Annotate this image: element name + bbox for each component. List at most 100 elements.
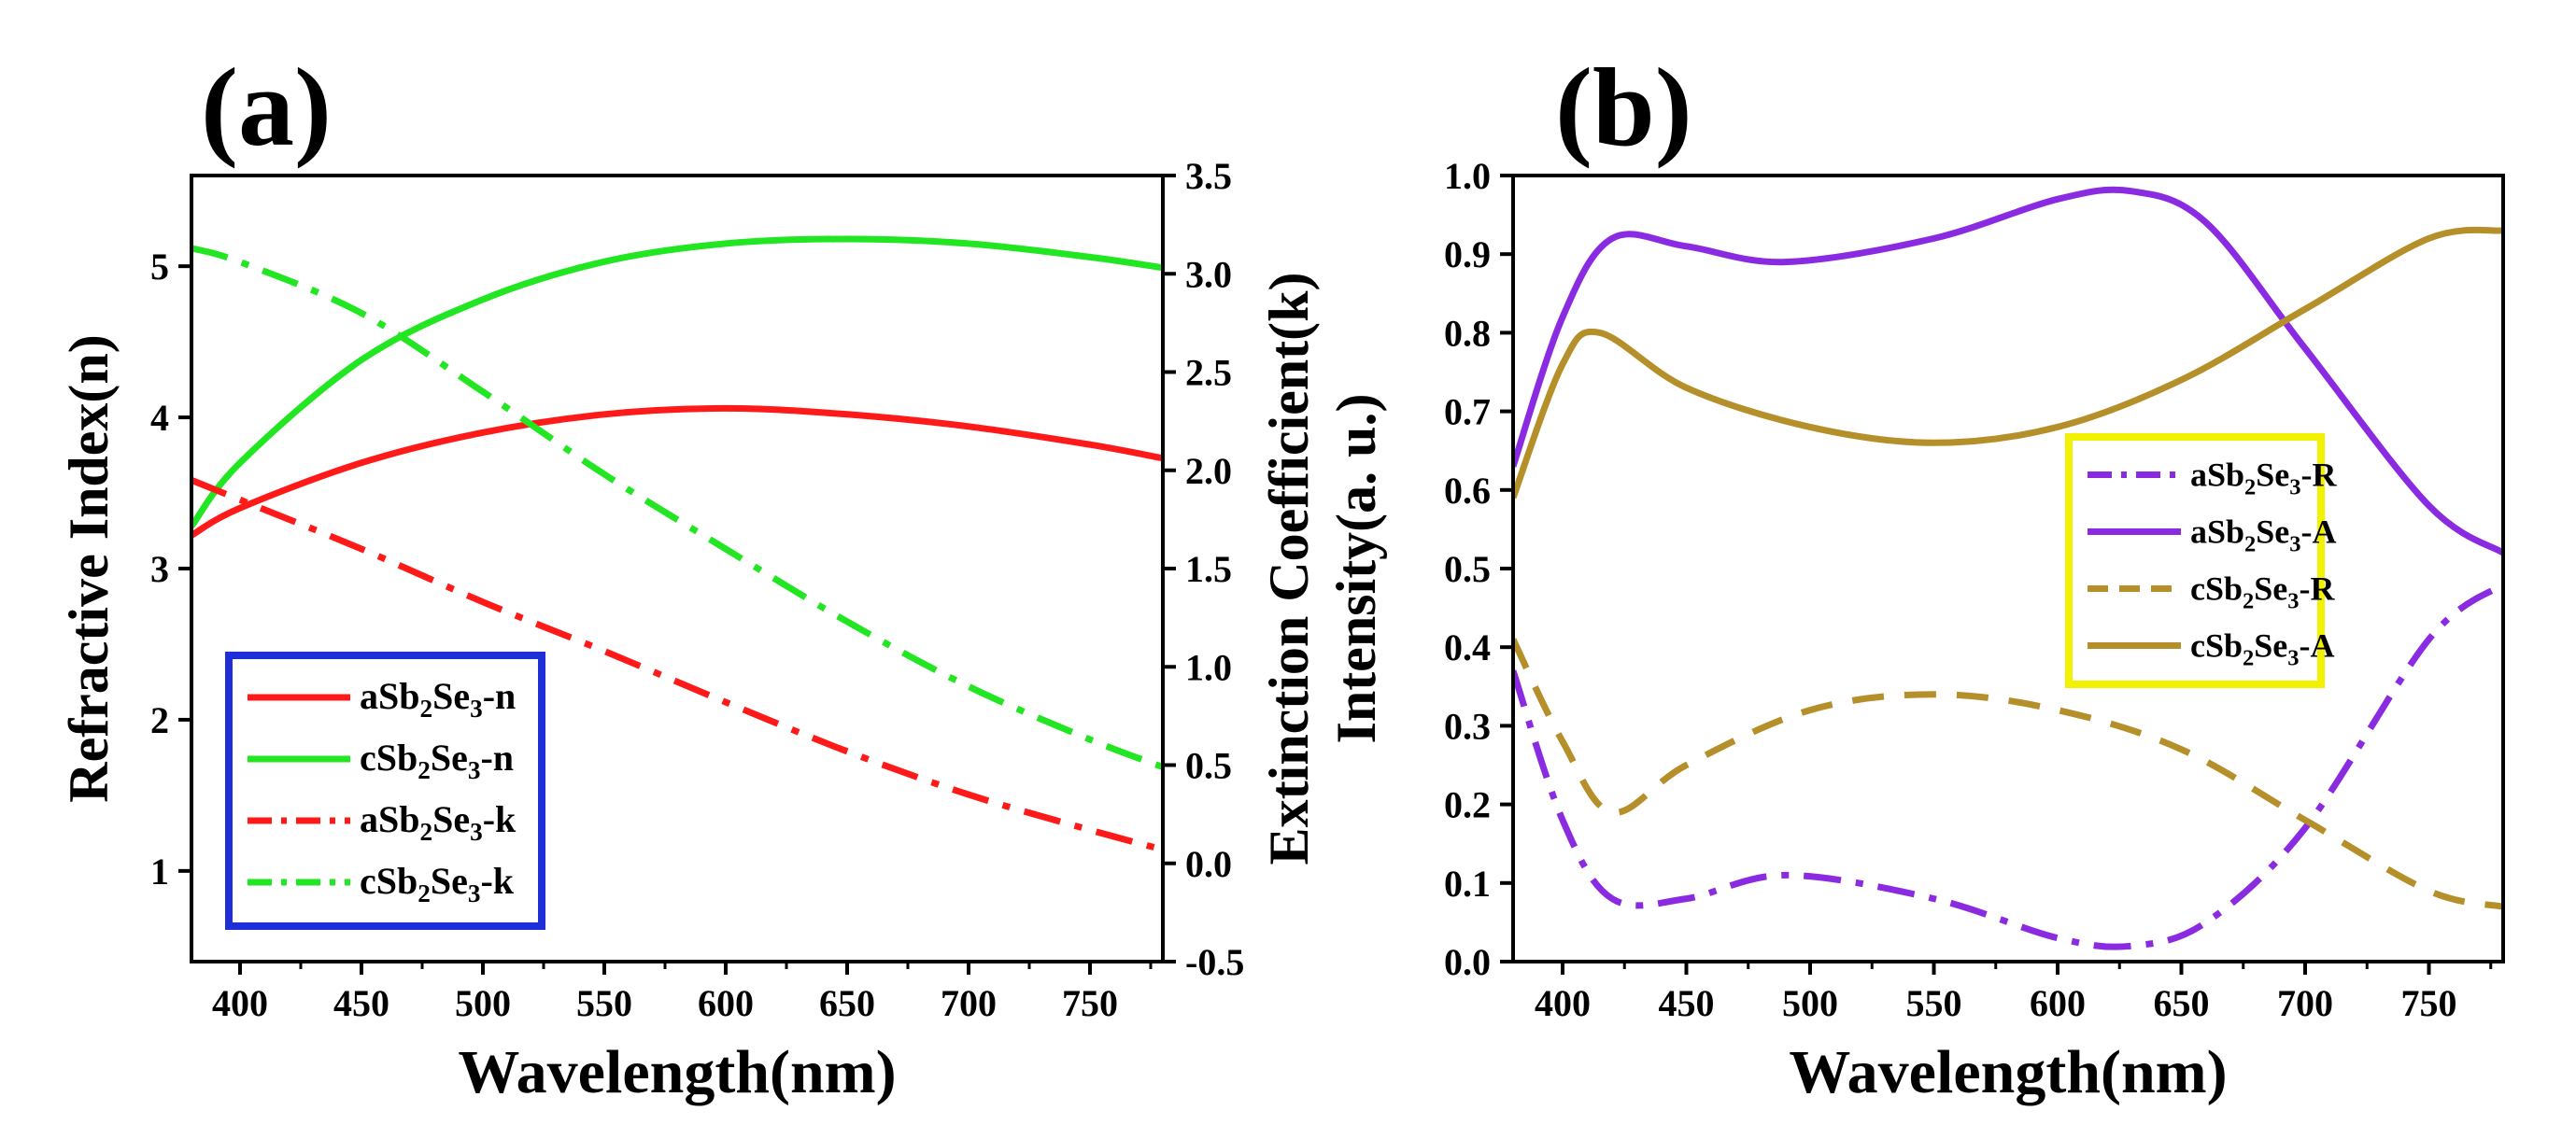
y-right-tick-label: 3.5: [1185, 155, 1232, 197]
plot-frame: [1511, 174, 2505, 963]
y-tick-label: 1.0: [1444, 155, 1491, 197]
legend-subscript: 2: [420, 695, 433, 723]
legend-text: -n: [483, 675, 517, 717]
series-line-aSb2Se3-n: [191, 404, 1163, 539]
y-tick-label: 1: [150, 851, 169, 893]
legend-subscript: 3: [2289, 532, 2300, 557]
y-right-tick-label: 0.5: [1185, 745, 1232, 787]
y-right-tick-label: 0.0: [1185, 843, 1232, 885]
legend-label-aSb2Se3-R: aSb2Se3-R: [2190, 457, 2338, 500]
legend-label-cSb2Se3-n: cSb2Se3-n: [360, 737, 514, 784]
legend-label-aSb2Se3-A: aSb2Se3-A: [2190, 513, 2337, 557]
y-right-axis-title: Extinction Coefficient(k): [1258, 273, 1320, 865]
panel-label: (b): [1555, 45, 1692, 169]
y-tick-label: 0.1: [1444, 863, 1491, 905]
y-axis-title: Intensity(a. u.): [1325, 393, 1387, 743]
y-tick-label: 0.8: [1444, 312, 1491, 354]
y-tick-label: 0.7: [1444, 391, 1491, 433]
y-axis-title: Refractive Index(n): [58, 334, 120, 803]
y-tick-label: 0.4: [1444, 626, 1491, 668]
legend-text: -k: [483, 798, 517, 840]
legend-text: cSb: [2190, 570, 2243, 608]
legend-text: -R: [2300, 570, 2336, 608]
x-tick-label: 550: [1906, 982, 1962, 1024]
legend-subscript: 2: [2244, 532, 2256, 557]
legend-subscript: 3: [2289, 475, 2300, 500]
x-axis-title: Wavelength(nm): [458, 1038, 896, 1106]
legend-text: Se: [432, 798, 470, 840]
legend-text: cSb: [360, 737, 418, 779]
x-tick-label: 700: [2277, 982, 2333, 1024]
x-tick-label: 500: [455, 982, 511, 1024]
y-right-tick-label: 2.0: [1185, 450, 1232, 492]
panel-a-chart: (a) 400 450 500 550 600 650 700 750 1 2 3 4 5 -0.5 0.0 0…: [58, 45, 1320, 1106]
legend-text: aSb: [360, 798, 420, 840]
legend-text: -A: [2301, 513, 2337, 551]
series-line-cSb2Se3-n: [191, 235, 1163, 528]
y-tick-label: 0.3: [1444, 705, 1491, 747]
series-line-cSb2Se3-R: [1513, 638, 2503, 910]
legend-text: Se: [431, 737, 468, 779]
series-line-cSb2Se3-A: [1513, 226, 2503, 499]
series-line-aSb2Se3-R: [1513, 581, 2503, 950]
y-tick-label: 0.0: [1444, 941, 1491, 983]
y-tick-label: 4: [150, 397, 169, 439]
x-tick-label: 450: [1659, 982, 1715, 1024]
legend-text: Se: [2254, 627, 2287, 665]
x-tick-label: 650: [819, 982, 875, 1024]
legend-subscript: 2: [2243, 589, 2254, 614]
legend-label-cSb2Se3-A: cSb2Se3-A: [2190, 627, 2335, 671]
x-tick-label: 750: [1062, 982, 1118, 1024]
x-tick-label: 500: [1782, 982, 1838, 1024]
legend-subscript: 3: [2287, 646, 2299, 671]
legend-text: aSb: [2190, 513, 2244, 551]
x-tick-label: 400: [1535, 982, 1591, 1024]
y-right-tick-label: 1.5: [1185, 548, 1232, 590]
y-right-tick-label: -0.5: [1185, 941, 1244, 983]
legend-subscript: 3: [468, 756, 481, 784]
y-tick-label: 0.9: [1444, 233, 1491, 275]
legend-subscript: 2: [418, 756, 431, 784]
legend-text: -A: [2300, 627, 2335, 665]
x-tick-label: 700: [941, 982, 997, 1024]
x-tick-label: 650: [2154, 982, 2210, 1024]
legend-text: -k: [480, 860, 514, 902]
legend-text: aSb: [2190, 457, 2244, 494]
x-tick-label: 600: [2030, 982, 2086, 1024]
legend-text: Se: [432, 675, 470, 717]
legend-subscript: 3: [2287, 589, 2299, 614]
y-tick-label: 3: [150, 548, 169, 590]
legend-text: -n: [480, 737, 514, 779]
legend-label-aSb2Se3-k: aSb2Se3-k: [360, 798, 517, 846]
x-tick-label: 550: [576, 982, 632, 1024]
legend-subscript: 2: [2244, 475, 2256, 500]
x-tick-label: 450: [333, 982, 389, 1024]
legend-subscript: 3: [470, 818, 483, 846]
y-right-tick-label: 1.0: [1185, 646, 1232, 688]
legend-text: Se: [2256, 457, 2289, 494]
y-right-tick-label: 3.0: [1185, 253, 1232, 295]
legend-text: Se: [431, 860, 468, 902]
y-tick-label: 2: [150, 699, 169, 741]
series-line-aSb2Se3-A: [1513, 186, 2503, 556]
legend-text: Se: [2254, 570, 2287, 608]
y-tick-label: 5: [150, 246, 169, 288]
legend-label-aSb2Se3-n: aSb2Se3-n: [360, 675, 516, 723]
x-axis-title: Wavelength(nm): [1789, 1038, 2227, 1106]
legend-subscript: 3: [468, 879, 481, 907]
panel-b-chart: (b) 400 450 500 550 600 650 700 750 0.0 0.1 0.2 0.3 0…: [1325, 45, 2505, 1106]
legend-text: -R: [2301, 457, 2338, 494]
legend-subscript: 2: [420, 818, 433, 846]
legend-subscript: 3: [470, 695, 483, 723]
x-tick-label: 600: [698, 982, 754, 1024]
x-tick-label: 750: [2401, 982, 2457, 1024]
y-right-tick-label: 2.5: [1185, 352, 1232, 394]
y-tick-label: 0.2: [1444, 784, 1491, 826]
legend-text: aSb: [360, 675, 420, 717]
legend-label-cSb2Se3-k: cSb2Se3-k: [360, 860, 515, 907]
legend-label-cSb2Se3-R: cSb2Se3-R: [2190, 570, 2335, 614]
series-line-cSb2Se3-k: [191, 245, 1163, 770]
